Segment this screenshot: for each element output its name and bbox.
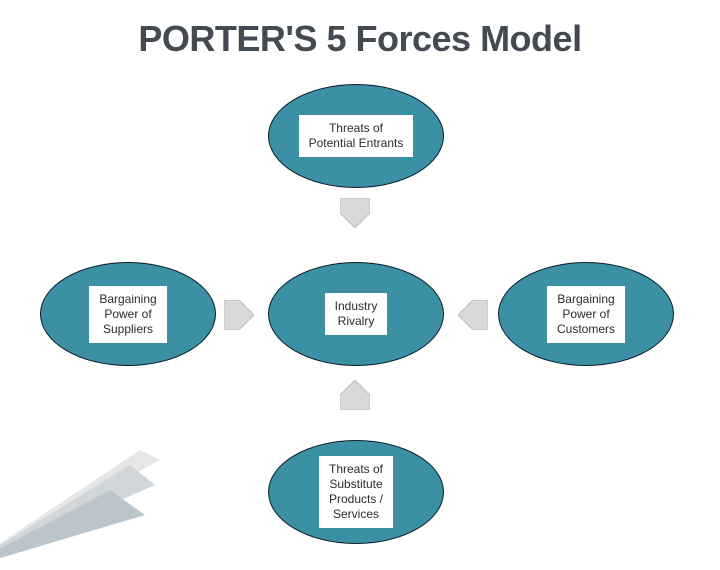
force-node-bottom: Threats of Substitute Products / Service… [268, 440, 444, 544]
force-node-label: Bargaining Power of Customers [557, 292, 615, 337]
force-node-center: Industry Rivalry [268, 262, 444, 366]
decor-shape-1 [0, 450, 160, 570]
arrow-up-icon [340, 380, 370, 415]
arrow-down-icon [340, 198, 370, 233]
arrow-right-icon [224, 300, 254, 335]
force-node-label-bg: Bargaining Power of Customers [547, 286, 625, 343]
arrow-left-icon [458, 300, 488, 335]
force-node-left: Bargaining Power of Suppliers [40, 262, 216, 366]
force-node-label-bg: Threats of Substitute Products / Service… [319, 456, 393, 528]
decor-shape-3 [0, 490, 145, 570]
force-node-label: Bargaining Power of Suppliers [99, 292, 156, 337]
force-node-label: Industry Rivalry [335, 299, 378, 329]
force-node-label: Threats of Potential Entrants [309, 121, 404, 151]
force-node-label: Threats of Substitute Products / Service… [329, 462, 383, 522]
force-node-label-bg: Threats of Potential Entrants [299, 115, 414, 157]
force-node-right: Bargaining Power of Customers [498, 262, 674, 366]
corner-decor [0, 430, 180, 570]
decor-shape-2 [0, 465, 155, 570]
force-node-top: Threats of Potential Entrants [268, 84, 444, 188]
force-node-label-bg: Bargaining Power of Suppliers [89, 286, 166, 343]
force-node-label-bg: Industry Rivalry [325, 293, 388, 335]
page-title: PORTER'S 5 Forces Model [0, 18, 720, 60]
